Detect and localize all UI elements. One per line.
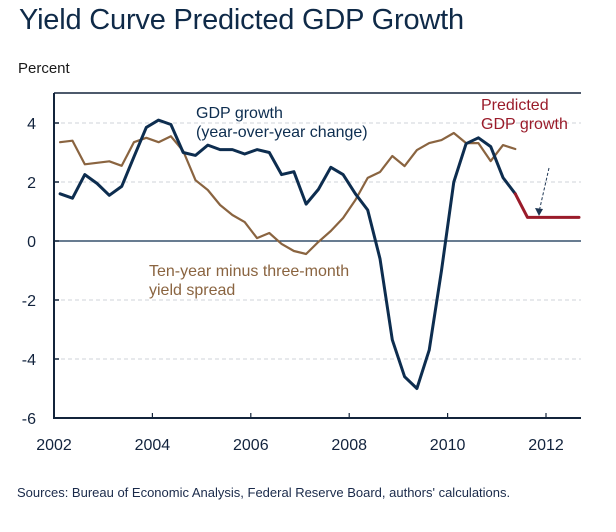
source-note: Sources: Bureau of Economic Analysis, Fe… [17, 485, 511, 500]
predicted-arrow-shaft [538, 167, 550, 213]
series-layer [58, 118, 581, 390]
gdp-growth-line [58, 118, 517, 390]
y-tick-label: 4 [27, 116, 36, 133]
gdp-growth-annotation-line: GDP growth [196, 105, 283, 122]
spread-annotation-line: Ten-year minus three-month [149, 263, 349, 280]
y-tick-label: 2 [27, 175, 36, 192]
axes [53, 92, 581, 419]
y-tick-label: -2 [22, 293, 36, 310]
yield-spread-line [59, 131, 517, 256]
gridlines [54, 122, 581, 360]
gdp-growth-annotation-line: (year-over-year change) [196, 124, 368, 141]
chart-title: Yield Curve Predicted GDP Growth [19, 4, 464, 36]
spread-annotation: Ten-year minus three-month yield spread [149, 263, 349, 299]
y-tick-label: -4 [22, 352, 36, 369]
y-tick-label: -6 [22, 411, 36, 428]
x-tick-label: 2004 [135, 437, 171, 454]
gdp-growth-annotation: GDP growth (year-over-year change) [196, 105, 368, 141]
predicted-arrow-head [535, 208, 543, 216]
x-ticks: 2002 2004 2006 2008 2010 2012 [36, 413, 564, 454]
x-tick-label: 2012 [528, 437, 564, 454]
annotations: GDP growth (year-over-year change) Ten-yea… [149, 97, 568, 299]
predicted-annotation: Predicted GDP growth [481, 97, 568, 133]
x-tick-label: 2010 [430, 437, 466, 454]
spread-annotation-line: yield spread [149, 282, 235, 299]
x-tick-label: 2006 [233, 437, 269, 454]
predicted-annotation-line: GDP growth [481, 116, 568, 133]
predicted-annotation-line: Predicted [481, 97, 549, 114]
predicted-gdp-line [513, 192, 581, 219]
y-axis-label: Percent [18, 60, 70, 77]
x-tick-label: 2008 [331, 437, 367, 454]
y-tick-label: 0 [27, 234, 36, 251]
x-tick-label: 2002 [36, 437, 72, 454]
y-ticks: -6 -4 -2 0 2 4 [22, 116, 59, 428]
